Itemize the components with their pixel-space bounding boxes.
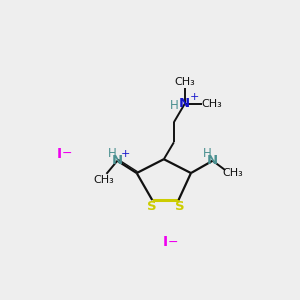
Text: −: − <box>168 236 178 249</box>
Text: −: − <box>62 147 72 160</box>
Text: +: + <box>189 92 199 102</box>
Text: S: S <box>175 200 184 213</box>
Text: H: H <box>169 99 178 112</box>
Text: S: S <box>147 200 156 213</box>
Text: CH₃: CH₃ <box>202 99 222 109</box>
Text: H: H <box>203 147 212 160</box>
Text: +: + <box>120 149 130 159</box>
Text: N: N <box>179 97 190 110</box>
Text: CH₃: CH₃ <box>94 175 115 185</box>
Text: N: N <box>112 154 123 167</box>
Text: H: H <box>107 147 116 160</box>
Text: CH₃: CH₃ <box>174 77 195 87</box>
Text: I: I <box>57 147 62 161</box>
Text: N: N <box>207 154 218 167</box>
Text: I: I <box>163 236 168 249</box>
Text: CH₃: CH₃ <box>222 168 243 178</box>
